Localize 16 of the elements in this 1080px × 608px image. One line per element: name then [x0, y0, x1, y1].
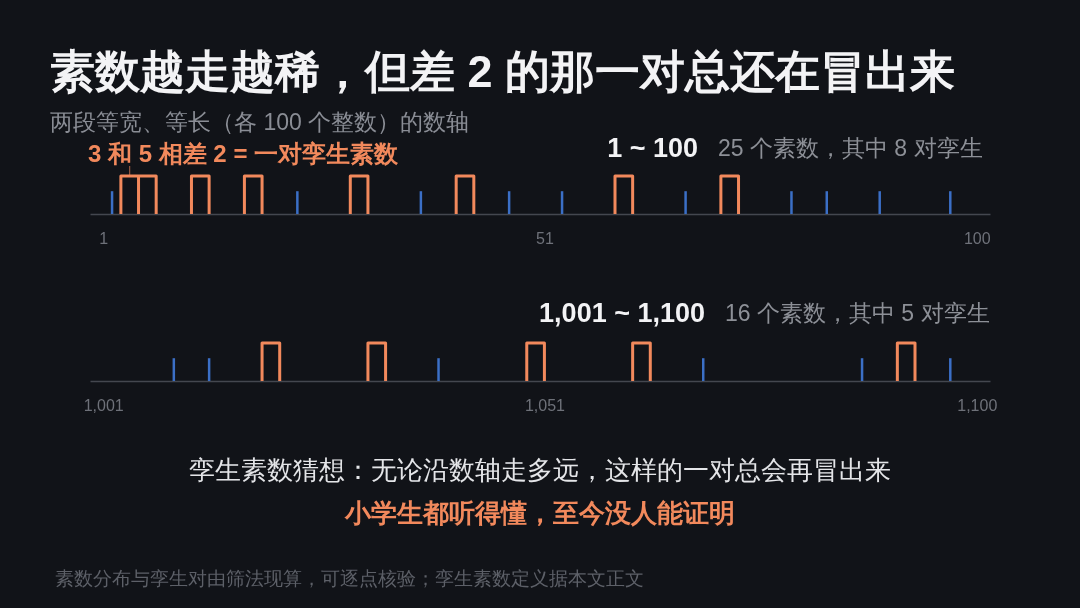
text: 小学生都听得懂，至今没人能证明 [344, 498, 735, 528]
x-tick-label: 1 [99, 229, 109, 247]
x-tick-label: 1,051 [524, 396, 566, 414]
text: 1 ~ 100 [607, 133, 698, 163]
x-tick-label: 1,001 [83, 396, 124, 414]
x-tick-label: 100 [963, 229, 991, 247]
text: 16 个素数，其中 5 对孪生 [725, 300, 990, 326]
text: 25 个素数，其中 8 对孪生 [718, 135, 983, 161]
chart-subtitle: 两段等宽、等长（各 100 个整数）的数轴 [50, 109, 470, 135]
text: 素数分布与孪生对由筛法现算，可逐点核验；孪生素数定义据本文正文 [55, 568, 644, 589]
chart-title: 素数越走越稀，但差 2 的那一对总还在冒出来 [50, 46, 956, 97]
annotation: 3 和 5 相差 2 = 一对孪生素数 [88, 140, 400, 167]
x-tick-label: 1,100 [957, 396, 998, 414]
text: 孪生素数猜想：无论沿数轴走多远，这样的一对总会再冒出来 [189, 455, 891, 485]
text: 1,001 ~ 1,100 [539, 298, 705, 328]
x-tick-label: 51 [536, 229, 554, 247]
